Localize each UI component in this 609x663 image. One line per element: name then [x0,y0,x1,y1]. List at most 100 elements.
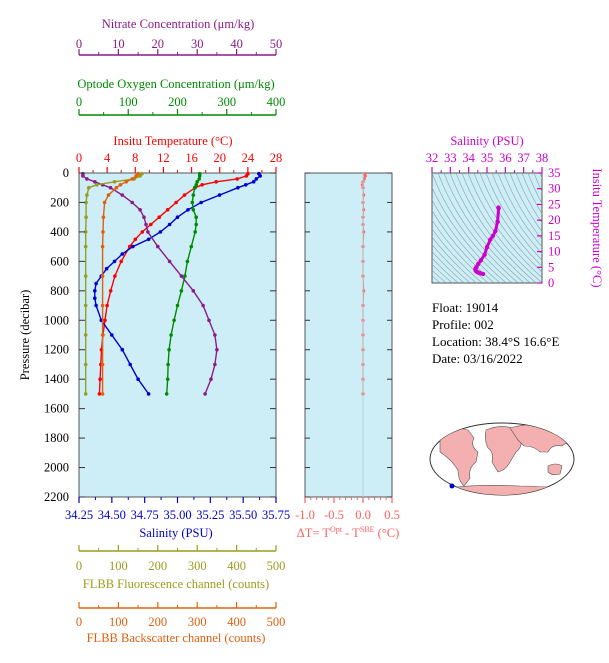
backscatter-axis-label: FLBB Backscatter channel (counts) [87,631,266,645]
nitrate-point [215,347,219,352]
salinity-point [186,208,190,212]
salinity-point [251,180,256,184]
oxygen-point [172,318,176,323]
salinity-point [217,193,222,197]
date: Date: 03/16/2022 [432,351,523,366]
salinity-tick-label: 35.50 [229,508,257,522]
nitrate-point [130,200,134,205]
salinity-axis-label: Salinity (PSU) [139,526,212,540]
fluorescence-point [83,333,88,337]
oxygen-point [185,259,190,264]
nitrate-point [85,177,89,181]
delta-t-label-main: ΔT= T [297,526,331,540]
ts-temperature-tick-label: 20 [548,213,561,227]
ts-contour-line [432,243,471,283]
pressure-tick-label: 1200 [44,343,69,357]
backscatter-point [100,333,105,337]
ts-contour-line [515,173,542,224]
delta-t-point [363,174,367,178]
world-map [429,422,575,496]
ts-contour-line [479,173,542,267]
backscatter-point [114,185,119,190]
nitrate-tick-label: 30 [191,37,204,51]
oxygen-point [183,274,187,278]
oxygen-point [191,193,196,197]
nitrate-point [209,377,213,382]
salinity-tick-label: 35.00 [163,508,191,522]
oxygen-point [194,222,198,227]
backscatter-point [124,180,129,184]
nitrate-axis-ticks: 0 10 20 30 40 50 [76,37,282,55]
temperature-tick-label: 12 [157,151,170,165]
oxygen-point [175,303,180,308]
nitrate-point [93,180,97,184]
oxygen-axis-ticks: 0 100 200 300 400 [76,95,285,115]
ts-point [478,258,483,263]
pressure-tick-label: 2000 [44,461,69,475]
temperature-point [140,230,145,234]
ts-contour-line [461,173,542,283]
temperature-tick-label: 8 [132,151,138,165]
nitrate-point [144,222,148,227]
ts-contour-line [432,186,507,283]
temperature-tick-label: 24 [242,151,255,165]
backscatter-tick-label: 500 [267,615,286,629]
oxygen-point [179,289,184,293]
ts-temperature-axis-label: Insitu Temperature (°C) [590,168,604,287]
ts-series [473,205,501,277]
temperature-axis-label: Insitu Temperature (°C) [113,134,232,148]
fluorescence-axis-ticks: 0 100 200 300 400 500 [76,545,285,573]
salinity-point [112,259,117,264]
ts-temperature-tick-label: 5 [548,260,554,274]
pressure-tick-label: 1400 [44,372,69,386]
oxygen-tick-label: 200 [168,95,187,109]
oxygen-point [167,347,171,352]
ts-salinity-tick-label: 32 [426,151,439,165]
ts-contour-group [432,173,542,283]
fluorescence-point [87,185,91,190]
oxygen-point [193,230,197,234]
backscatter-point [100,362,105,367]
salinity-point [93,296,97,301]
temperature-tick-label: 0 [76,151,82,165]
oxygen-point [191,208,196,212]
ts-contour-line [473,173,542,273]
salinity-tick-label: 34.25 [65,508,93,522]
oxygen-axis: Optode Oxygen Concentration (μm/kg) 0 100… [76,77,285,116]
oxygen-point [169,333,173,337]
ts-salinity-tick-label: 33 [444,151,457,165]
fluorescence-point [84,215,88,219]
fluorescence-tick-label: 300 [188,559,207,573]
backscatter-tick-label: 200 [148,615,167,629]
ts-contour-line [497,173,542,248]
fluorescence-tick-label: 0 [76,559,82,573]
temperature-point [244,174,249,178]
backscatter-tick-label: 100 [109,615,128,629]
temperature-point [98,377,102,382]
salinity-point [131,244,135,249]
ts-density-contours [432,173,542,283]
nitrate-point [138,208,142,212]
nitrate-tick-label: 50 [270,37,283,51]
temperature-point [200,183,204,187]
salinity-point [199,200,203,205]
profile-number: Profile: 002 [432,317,494,332]
fluorescence-point [83,230,88,234]
fluorescence-point [83,244,88,249]
delta-t-point [362,289,366,293]
pressure-tick-label: 2200 [44,490,69,504]
salinity-point [94,303,98,308]
ts-temperature-tick-label: 30 [548,182,561,196]
ts-salinity-axis-ticks: 32 33 34 35 36 37 38 [426,151,548,173]
delta-t-tick-label: -0.5 [324,508,344,522]
salinity-profile-line [94,173,262,395]
ts-point [495,219,500,224]
temperature-tick-label: 28 [270,151,283,165]
salinity-point [120,252,125,256]
fluorescence-point [94,183,99,187]
ts-contour-line [455,173,537,283]
main-plot-series [81,171,263,396]
ts-contour-line [432,198,501,283]
pressure-tick-label: 1000 [44,313,69,327]
